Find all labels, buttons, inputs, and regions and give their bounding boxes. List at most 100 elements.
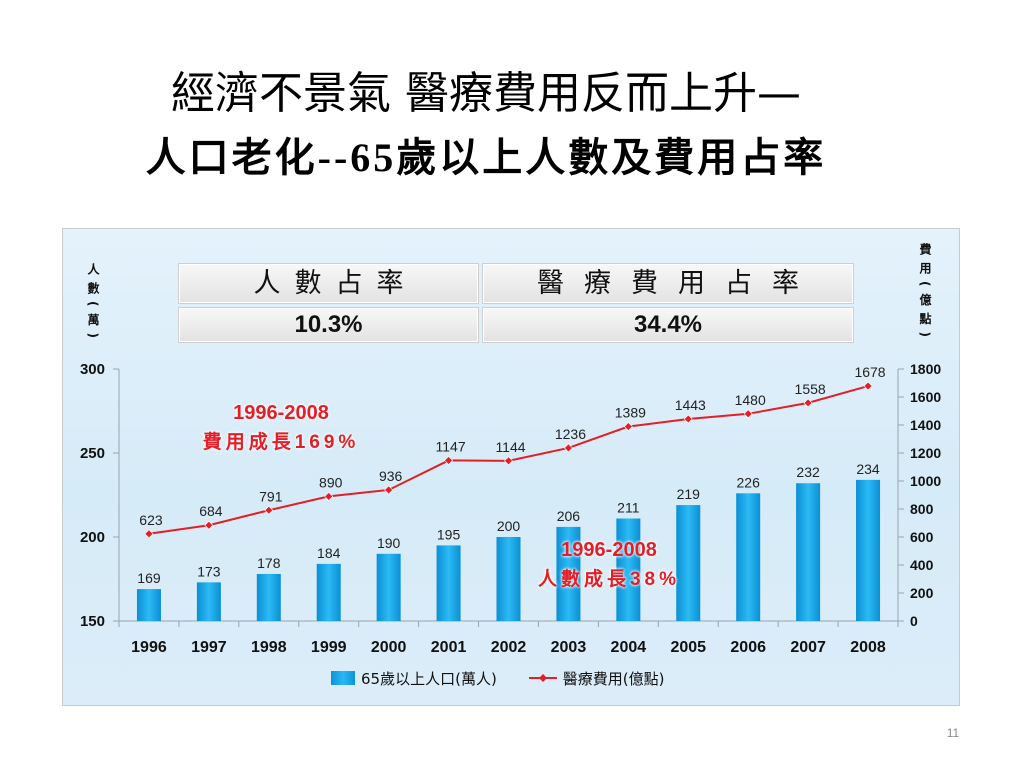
bar [796,483,821,621]
line-marker [504,456,513,466]
x-category-label: 2001 [431,639,467,656]
x-category-label: 2004 [611,639,647,656]
annotation-people-growth: 1996-2008 人數成長38% [499,535,719,595]
x-category-label: 2006 [730,639,766,656]
line-marker [683,414,693,424]
legend-line-swatch [528,674,557,682]
x-category-label: 2005 [670,639,706,656]
bar-data-label: 173 [197,563,221,579]
bar [256,573,281,621]
line-marker [144,529,154,539]
x-category-label: 2000 [371,639,407,656]
legend-label-cost: 醫療費用(億點) [562,669,665,688]
legend-label-population: 65歲以上人口(萬人) [361,669,497,688]
annotation-period: 1996-2008 [561,539,657,561]
summary-header-cost-share: 醫療費用占率 [483,264,853,303]
bar-data-label: 184 [317,545,341,561]
line-marker [743,409,753,419]
annotation-period: 1996-2008 [233,402,329,424]
x-category-label: 1998 [251,639,287,656]
line-marker [563,443,573,453]
x-category-label: 1999 [311,639,347,656]
summary-header-label: 醫療費用占率 [537,268,819,299]
bar-data-label: 211 [617,500,640,516]
legend-item-cost: 醫療費用(億點) [527,668,665,689]
y-right-tick-label: 1600 [910,389,941,405]
bar-data-label: 169 [137,570,161,586]
legend-bar-swatch [331,671,355,685]
line-data-label: 1389 [615,405,646,421]
y-right-tick-label: 1800 [910,361,941,377]
y-axis-left-title: 人數(萬) [86,263,100,345]
combo-chart: 150 200 250 300 0 200 400 600 800 1000 1200 1400 160… [80,361,941,656]
line-data-label: 1558 [795,381,826,397]
bar [556,526,581,621]
bar-data-label: 178 [257,555,281,571]
line-data-label: 1147 [436,438,466,454]
line-data-label: 791 [259,488,283,504]
bar-data-label: 200 [497,518,521,534]
y-right-tick-label: 1000 [910,473,941,489]
bar-data-label: 190 [377,535,401,551]
y-right-tick-label: 1200 [910,445,941,461]
y-right-tick-label: 800 [910,501,934,517]
line-marker [803,398,813,408]
annotation-cost-growth: 1996-2008 費用成長169% [171,398,391,458]
summary-value-people-share: 10.3% [179,308,478,342]
line-marker [264,505,274,515]
summary-header-people-share: 人數占率 [179,264,478,303]
y-axis-right-title: 費用(億點) [918,243,932,344]
y-right-tick-label: 600 [910,529,934,545]
x-category-label: 2003 [551,639,587,656]
bar-data-label: 206 [557,508,581,524]
chart-legend: 65歲以上人口(萬人) 醫療費用(億點) [331,666,695,690]
summary-value-label: 34.4% [633,311,703,338]
summary-header-label: 人數占率 [253,268,418,299]
bar-data-label: 195 [437,526,461,542]
bar-data-label: 234 [856,461,880,477]
y-right-tick-label: 200 [910,585,934,601]
bar [736,493,761,621]
x-category-label: 1997 [191,639,227,656]
bar-data-label: 232 [796,464,820,480]
bar [196,582,221,621]
bar [676,505,701,621]
y-right-tick-label: 0 [910,613,918,629]
line-marker [384,485,394,495]
bar [316,563,341,621]
summary-value-label: 10.3% [294,311,363,338]
line-marker [444,455,454,465]
summary-value-cost-share: 34.4% [483,308,853,342]
annotation-text: 費用成長169% [202,432,360,453]
x-category-label: 2007 [790,639,826,656]
y-left-tick-label: 150 [80,613,105,630]
line-marker [863,381,873,391]
line-data-label: 684 [199,503,223,519]
x-category-label: 1996 [131,639,167,656]
line-marker [204,520,214,530]
y-left-tick-label: 300 [80,361,105,378]
line-data-label: 1678 [854,364,885,380]
bar [856,479,881,621]
y-left-tick-label: 250 [80,445,105,462]
bar [616,518,641,621]
bar [376,553,401,621]
line-data-label: 890 [319,474,343,490]
annotation-text: 人數成長38% [537,569,681,590]
line-data-label: 1443 [675,397,706,413]
bar [496,537,521,621]
bar-data-label: 219 [677,486,701,502]
slide-title-line-1: 經濟不景氣 醫療費用反而上升— [171,68,801,119]
x-category-label: 2002 [491,639,527,656]
x-category-label: 2008 [850,639,886,656]
slide-title-line-2: 人口老化--65歲以上人數及費用占率 [145,135,827,180]
line-marker [623,422,633,431]
line-data-label: 1236 [555,426,586,442]
bar [136,589,161,621]
line-data-label: 936 [379,468,403,484]
y-left-tick-label: 200 [80,529,105,546]
bar [436,545,461,621]
page-number: 11 [946,726,960,740]
line-data-label: 1480 [735,392,766,408]
y-right-tick-label: 1400 [910,417,941,433]
